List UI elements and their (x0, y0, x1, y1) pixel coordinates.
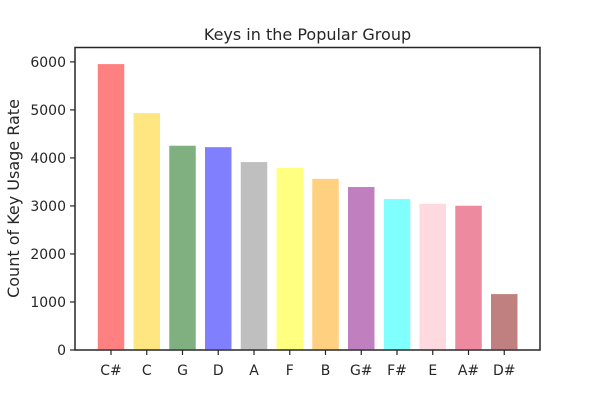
bar-A# (453, 204, 484, 351)
x-tick-label: B (321, 363, 331, 379)
plot-area-frame (74, 46, 541, 351)
x-tick-label: C# (100, 363, 122, 379)
x-tick-label: C (142, 363, 152, 379)
y-tick-label: 3000 (30, 199, 66, 215)
bar-C (132, 111, 162, 351)
y-tick-label: 6000 (30, 55, 66, 71)
x-tick-label: A# (458, 363, 479, 379)
bar-F (275, 166, 305, 351)
y-tick-label: 1000 (30, 295, 66, 311)
y-tick-label: 2000 (30, 247, 66, 263)
x-tick-label: F (286, 363, 294, 379)
bar-F# (382, 197, 412, 351)
y-tick-label: 0 (57, 343, 66, 359)
x-tick-label: A (249, 363, 259, 379)
bar-G# (346, 185, 376, 351)
bar-A (239, 160, 269, 351)
x-tick-label: G# (350, 363, 373, 379)
y-axis-label: Count of Key Usage Rate (4, 99, 23, 298)
y-tick-label: 4000 (30, 151, 66, 167)
chart-title: Keys in the Popular Group (204, 25, 411, 44)
bar-E (418, 202, 448, 351)
x-tick-label: D# (493, 363, 516, 379)
x-tick-label: G (177, 363, 188, 379)
bar-G (167, 144, 198, 351)
bar-D (203, 145, 233, 351)
x-tick-label: E (428, 363, 437, 379)
y-axis-ticks: 0 1000 2000 3000 4000 5000 6000 (30, 55, 75, 359)
x-tick-label: D (213, 363, 224, 379)
bar-C# (96, 62, 126, 351)
bar-B (310, 177, 341, 351)
x-axis-ticks: C# C G D A F B G# F# E A# D# (100, 350, 516, 379)
y-tick-label: 5000 (30, 103, 66, 119)
x-tick-label: F# (387, 363, 407, 379)
bars-group (96, 62, 519, 351)
bar-D# (489, 292, 519, 351)
